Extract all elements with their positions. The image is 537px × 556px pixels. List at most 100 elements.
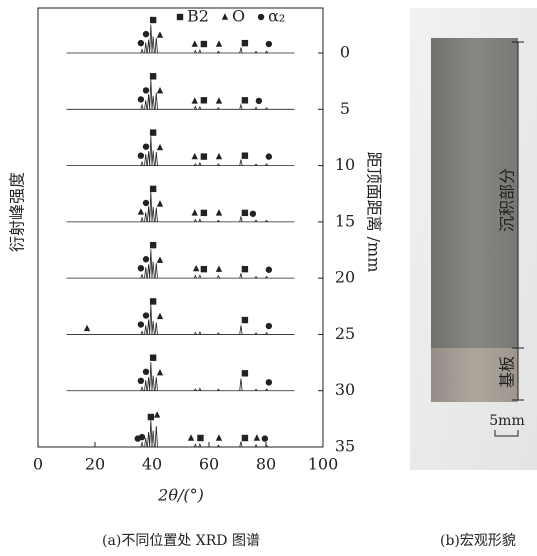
marker-triangle xyxy=(157,87,163,93)
x-tick-label: 20 xyxy=(85,455,105,474)
marker-triangle xyxy=(192,97,198,103)
marker-square xyxy=(150,242,156,248)
peak xyxy=(240,160,242,166)
peak xyxy=(150,136,152,165)
marker-square xyxy=(201,41,207,47)
peak xyxy=(145,380,147,391)
marker-circle xyxy=(138,321,144,327)
marker-triangle xyxy=(216,153,222,159)
marker-triangle xyxy=(216,97,222,103)
marker-circle xyxy=(139,434,145,440)
peak xyxy=(240,105,242,110)
page: {"chart_data": { "type": "stacked-xrd", … xyxy=(0,0,537,556)
peak xyxy=(240,273,242,278)
marker-triangle xyxy=(254,434,260,440)
peak xyxy=(155,377,157,391)
peak xyxy=(152,151,154,166)
marker-circle xyxy=(143,256,149,262)
marker-square xyxy=(242,266,248,272)
y2-tick-label: 10 xyxy=(335,155,355,174)
marker-triangle xyxy=(188,434,194,440)
peak xyxy=(150,362,152,391)
peak xyxy=(194,275,196,278)
marker-triangle xyxy=(157,31,163,37)
peak xyxy=(152,376,154,391)
y2-tick-label: 0 xyxy=(340,43,350,62)
peak xyxy=(152,96,154,110)
x-axis-label: 2θ/(°) xyxy=(157,486,204,505)
peak xyxy=(145,267,147,278)
peak xyxy=(152,207,154,222)
peak xyxy=(145,438,147,447)
peak xyxy=(199,219,201,222)
marker-square xyxy=(201,153,207,159)
peak xyxy=(199,50,201,53)
marker-circle xyxy=(138,265,144,271)
marker-square xyxy=(242,435,248,441)
marker-triangle xyxy=(157,256,163,262)
peak xyxy=(240,48,242,53)
x-tick-label: 100 xyxy=(308,455,339,474)
x-tick-label: 60 xyxy=(199,455,219,474)
marker-triangle xyxy=(157,144,163,150)
x-tick-label: 0 xyxy=(33,455,43,474)
peak xyxy=(155,152,157,166)
y2-tick-label: 20 xyxy=(335,268,355,287)
marker-circle xyxy=(266,267,272,273)
peak xyxy=(152,37,154,54)
peak xyxy=(141,105,143,110)
marker-circle xyxy=(256,98,262,104)
marker-square xyxy=(197,435,203,441)
peak xyxy=(199,275,201,278)
marker-triangle xyxy=(157,313,163,319)
marker-triangle xyxy=(216,40,222,46)
peak xyxy=(141,443,143,448)
x-tick-label: 40 xyxy=(142,455,162,474)
marker-square xyxy=(242,210,248,216)
peak xyxy=(155,93,157,110)
marker-circle xyxy=(266,153,272,159)
marker-circle xyxy=(138,152,144,158)
photo: 沉积部分 基板 5mm (b)宏观形貌 xyxy=(410,8,537,549)
marker-triangle xyxy=(157,200,163,206)
peak xyxy=(150,420,152,447)
marker-triangle xyxy=(216,265,222,271)
peak xyxy=(141,218,143,222)
caption: (a)不同位置处 XRD 图谱 xyxy=(102,533,260,549)
marker-square xyxy=(242,370,248,376)
legend-label: B2 xyxy=(187,7,209,26)
legend-label: α₂ xyxy=(268,7,285,26)
marker-triangle xyxy=(216,209,222,215)
marker-square xyxy=(150,73,156,79)
y2-tick-label: 30 xyxy=(335,380,355,399)
marker-circle xyxy=(138,96,144,102)
photo-caption: (b)宏观形貌 xyxy=(440,533,516,549)
y2-tick-label: 5 xyxy=(340,99,350,118)
marker-circle xyxy=(143,87,149,93)
marker-triangle xyxy=(138,208,144,214)
marker-triangle xyxy=(154,411,160,417)
marker-square xyxy=(242,97,248,103)
marker-square xyxy=(201,266,207,272)
peak xyxy=(155,322,157,334)
marker-square xyxy=(242,317,248,323)
peak xyxy=(145,154,147,165)
marker-circle xyxy=(143,312,149,318)
marker-square xyxy=(150,17,156,23)
deposit-label: 沉积部分 xyxy=(498,168,517,232)
peak xyxy=(150,304,152,334)
peak xyxy=(155,38,157,53)
y2-tick-label: 15 xyxy=(335,211,355,230)
substrate-label: 基板 xyxy=(498,356,517,388)
marker-circle xyxy=(250,211,256,217)
y2-tick-label: 35 xyxy=(335,437,355,456)
marker-circle xyxy=(143,31,149,37)
peak xyxy=(145,212,147,222)
peak xyxy=(150,249,152,278)
peak xyxy=(141,49,143,53)
marker-triangle xyxy=(192,40,198,46)
marker-triangle xyxy=(216,434,222,440)
peak xyxy=(141,162,143,166)
peak xyxy=(155,207,157,221)
scale-label: 5mm xyxy=(489,413,524,429)
